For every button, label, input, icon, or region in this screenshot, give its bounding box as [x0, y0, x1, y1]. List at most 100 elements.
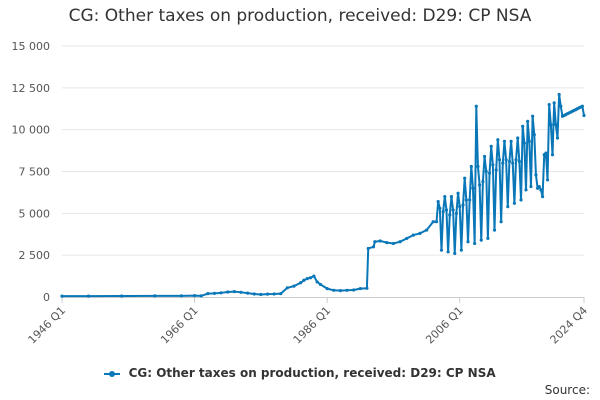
data-point[interactable]	[199, 294, 203, 298]
data-point[interactable]	[499, 220, 503, 224]
data-point[interactable]	[265, 292, 270, 296]
data-point[interactable]	[405, 236, 409, 241]
data-point[interactable]	[482, 154, 487, 159]
data-point[interactable]	[206, 292, 210, 296]
data-point[interactable]	[192, 294, 197, 298]
data-point[interactable]	[352, 288, 356, 292]
data-point[interactable]	[532, 133, 536, 137]
data-point[interactable]	[120, 294, 124, 298]
data-point[interactable]	[550, 153, 555, 157]
data-point[interactable]	[292, 284, 296, 288]
data-point[interactable]	[458, 205, 462, 209]
data-point[interactable]	[502, 139, 507, 143]
data-point[interactable]	[554, 123, 558, 127]
data-point[interactable]	[86, 294, 91, 298]
data-point[interactable]	[514, 158, 518, 162]
data-point[interactable]	[544, 151, 548, 155]
data-point[interactable]	[549, 123, 553, 127]
data-point[interactable]	[492, 228, 497, 232]
data-point[interactable]	[446, 250, 450, 254]
data-point[interactable]	[504, 158, 508, 162]
data-point[interactable]	[252, 292, 256, 296]
data-point[interactable]	[378, 239, 382, 243]
data-point[interactable]	[512, 201, 517, 205]
data-point[interactable]	[153, 294, 157, 298]
data-point[interactable]	[476, 164, 480, 169]
data-point[interactable]	[315, 280, 319, 284]
data-point[interactable]	[494, 168, 498, 172]
data-point[interactable]	[491, 163, 495, 167]
data-point[interactable]	[459, 248, 463, 252]
data-point[interactable]	[371, 245, 376, 249]
data-point[interactable]	[259, 292, 263, 297]
data-point[interactable]	[179, 294, 183, 298]
data-point[interactable]	[547, 102, 551, 107]
data-point[interactable]	[466, 240, 470, 244]
data-point[interactable]	[582, 113, 586, 118]
data-point[interactable]	[418, 231, 422, 236]
data-point[interactable]	[454, 211, 458, 215]
data-point[interactable]	[478, 183, 482, 187]
data-point[interactable]	[365, 286, 369, 290]
data-point[interactable]	[60, 294, 64, 298]
data-point[interactable]	[424, 228, 429, 232]
data-point[interactable]	[481, 179, 485, 184]
data-point[interactable]	[305, 276, 309, 281]
data-point[interactable]	[509, 139, 513, 143]
data-point[interactable]	[519, 198, 523, 202]
data-point[interactable]	[521, 124, 525, 128]
data-point[interactable]	[516, 136, 520, 140]
data-point[interactable]	[463, 176, 467, 180]
data-point[interactable]	[448, 213, 452, 217]
data-point[interactable]	[468, 198, 472, 202]
data-point[interactable]	[373, 240, 377, 244]
data-point[interactable]	[497, 158, 502, 162]
data-point[interactable]	[531, 114, 535, 118]
data-point[interactable]	[436, 200, 440, 204]
data-point[interactable]	[456, 191, 460, 195]
data-point[interactable]	[449, 195, 454, 199]
data-point[interactable]	[239, 290, 243, 294]
data-point[interactable]	[285, 286, 289, 290]
data-point[interactable]	[438, 206, 442, 210]
data-point[interactable]	[526, 119, 530, 123]
data-point[interactable]	[557, 92, 561, 97]
data-point[interactable]	[511, 161, 515, 165]
data-point[interactable]	[461, 203, 465, 207]
data-point[interactable]	[464, 198, 468, 202]
data-point[interactable]	[434, 220, 439, 224]
data-point[interactable]	[552, 101, 556, 105]
data-point[interactable]	[219, 291, 223, 295]
legend[interactable]: CG: Other taxes on production, received:…	[0, 366, 600, 380]
data-point[interactable]	[318, 282, 323, 287]
data-point[interactable]	[529, 184, 533, 189]
data-point[interactable]	[469, 164, 473, 169]
data-point[interactable]	[507, 159, 512, 164]
data-point[interactable]	[358, 287, 362, 291]
data-point[interactable]	[345, 288, 349, 292]
data-point[interactable]	[559, 104, 563, 108]
data-point[interactable]	[487, 171, 492, 175]
data-point[interactable]	[246, 291, 250, 295]
data-point[interactable]	[431, 220, 435, 224]
data-point[interactable]	[473, 241, 477, 246]
data-point[interactable]	[451, 208, 455, 212]
data-point[interactable]	[226, 290, 230, 294]
data-point[interactable]	[279, 292, 283, 296]
data-point[interactable]	[501, 161, 505, 165]
data-point[interactable]	[486, 236, 490, 241]
data-point[interactable]	[232, 290, 236, 294]
data-point[interactable]	[527, 139, 531, 143]
data-point[interactable]	[539, 188, 543, 192]
data-point[interactable]	[580, 104, 584, 108]
data-point[interactable]	[522, 141, 526, 145]
series-line[interactable]	[61, 93, 585, 298]
data-point[interactable]	[524, 188, 528, 192]
data-point[interactable]	[471, 186, 475, 190]
data-point[interactable]	[366, 246, 370, 251]
data-point[interactable]	[489, 144, 493, 148]
data-point[interactable]	[338, 289, 342, 293]
data-point[interactable]	[439, 248, 444, 252]
data-point[interactable]	[444, 208, 449, 212]
data-point[interactable]	[385, 241, 389, 245]
